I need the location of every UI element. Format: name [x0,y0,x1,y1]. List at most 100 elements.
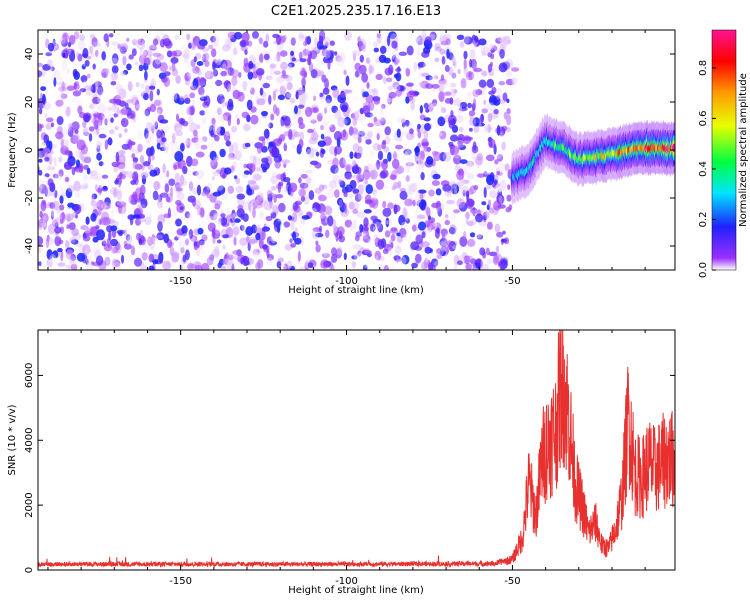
noise-speckle [463,35,470,44]
noise-speckle [327,188,334,198]
noise-speckle [453,263,458,270]
noise-speckle [402,47,408,53]
noise-speckle [473,262,482,268]
noise-speckle [76,252,86,262]
noise-speckle [299,70,308,77]
noise-speckle [408,31,414,42]
noise-speckle [95,80,99,91]
noise-speckle [332,88,340,99]
noise-speckle [60,250,64,262]
noise-speckle [110,117,114,123]
noise-speckle [506,194,512,202]
noise-speckle [250,184,260,191]
noise-speckle [275,173,284,180]
noise-speckle [321,148,326,155]
noise-speckle [274,88,279,93]
noise-speckle [492,241,499,248]
noise-speckle [270,175,279,185]
noise-speckle [233,226,240,235]
noise-speckle [392,50,397,58]
noise-speckle [483,187,487,198]
noise-speckle [329,225,338,234]
noise-speckle [416,35,424,46]
noise-speckle [497,36,507,42]
noise-speckle [251,224,258,234]
noise-speckle [202,126,207,137]
noise-speckle [160,128,164,138]
noise-speckle [233,47,238,56]
noise-speckle [299,58,307,63]
noise-speckle [293,259,300,270]
noise-speckle [212,61,216,71]
noise-speckle [411,179,416,188]
noise-speckle [197,220,206,228]
noise-speckle [424,246,432,254]
noise-speckle [315,151,320,157]
noise-speckle [196,170,205,180]
noise-speckle [244,260,250,266]
noise-speckle [454,186,458,196]
noise-speckle [201,191,208,197]
noise-speckle [204,60,210,67]
noise-speckle [75,159,81,168]
noise-speckle [319,211,327,220]
noise-speckle [171,251,180,258]
noise-speckle [226,207,231,217]
noise-speckle [230,49,234,60]
noise-speckle [292,202,299,211]
noise-speckle [468,48,477,60]
noise-speckle [135,104,141,109]
noise-speckle [105,67,110,79]
noise-speckle [216,94,225,104]
noise-speckle [94,81,102,88]
noise-speckle [110,81,117,86]
noise-speckle [214,200,223,206]
noise-speckle [164,183,170,193]
noise-speckle [320,124,324,131]
noise-speckle [141,40,145,50]
spectrogram-y-tick-label: -40 [24,238,35,254]
noise-speckle [378,54,387,63]
noise-speckle [136,252,143,257]
noise-speckle [315,70,324,77]
noise-speckle [38,179,45,189]
noise-speckle [467,72,472,78]
noise-speckle [159,192,169,198]
noise-speckle [428,217,436,224]
noise-speckle [478,122,482,132]
noise-speckle [230,137,234,146]
noise-speckle [387,202,394,210]
noise-speckle [156,106,163,115]
noise-speckle [235,263,244,269]
noise-speckle [501,141,506,151]
noise-speckle [439,34,448,42]
noise-speckle [357,134,362,144]
noise-speckle [75,173,82,181]
noise-speckle [148,253,155,263]
noise-speckle [410,241,419,251]
noise-speckle [491,86,497,94]
noise-speckle [250,199,258,205]
noise-speckle [493,108,499,115]
noise-speckle [227,115,232,127]
noise-speckle [258,37,263,45]
noise-speckle [92,248,102,254]
noise-speckle [182,139,192,146]
noise-speckle [230,192,238,204]
noise-speckle [391,210,395,219]
noise-speckle [398,108,407,119]
noise-speckle [461,221,466,230]
noise-speckle [446,199,455,205]
noise-speckle [156,203,161,215]
noise-speckle [318,35,324,45]
noise-speckle [197,54,205,62]
noise-speckle [270,113,275,121]
noise-speckle [92,41,101,48]
noise-speckle [228,143,234,155]
noise-speckle [345,184,353,193]
noise-speckle [213,69,218,77]
noise-speckle [259,53,264,63]
noise-speckle [231,142,239,152]
noise-speckle [476,234,484,240]
noise-speckle [70,239,79,245]
